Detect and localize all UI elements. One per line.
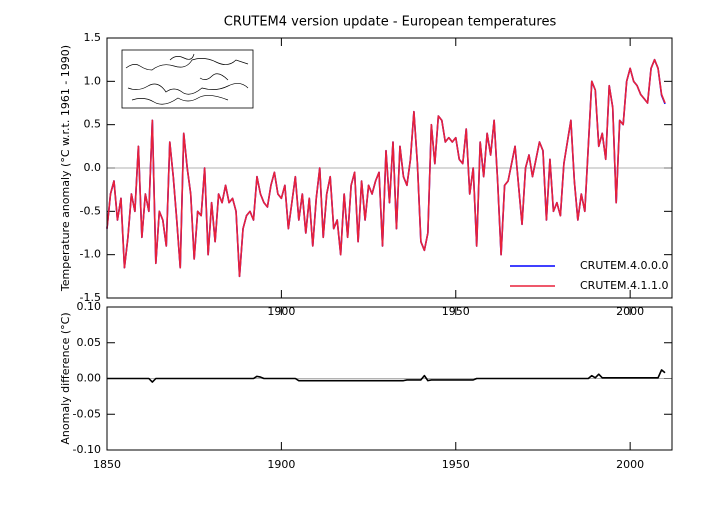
y-tick-label: -0.05 <box>73 407 101 420</box>
chart-title: CRUTEM4 version update - European temper… <box>224 15 557 30</box>
plot-frame <box>106 306 673 451</box>
y-tick-label: 1.5 <box>84 31 102 44</box>
y-tick-label: 0.00 <box>77 372 102 385</box>
inset-map <box>121 49 254 109</box>
y-tick-label: 0.0 <box>84 161 102 174</box>
x-tick-label: 1850 <box>93 458 121 471</box>
y-tick-label: -1.5 <box>80 291 101 304</box>
legend-label: CRUTEM.4.0.0.0 <box>580 259 669 272</box>
plot-frame <box>106 37 673 299</box>
y-tick-label: 0.5 <box>84 118 102 131</box>
x-tick-label: 2000 <box>616 458 644 471</box>
x-tick-label: 1900 <box>267 458 295 471</box>
y-axis-label: Anomaly difference (°C) <box>59 312 72 444</box>
y-tick-label: -1.0 <box>80 248 101 261</box>
y-tick-label: -0.5 <box>80 204 101 217</box>
y-tick-label: -0.10 <box>73 443 101 456</box>
y-tick-label: 1.0 <box>84 74 102 87</box>
x-tick-label: 1950 <box>442 458 470 471</box>
y-axis-label: Temperature anomaly (°C w.r.t. 1961 - 19… <box>59 45 72 292</box>
data-line <box>106 58 666 278</box>
data-line <box>107 369 666 383</box>
legend-label: CRUTEM.4.1.1.0 <box>580 279 669 292</box>
y-tick-label: 0.10 <box>77 300 102 313</box>
y-tick-label: 0.05 <box>77 336 102 349</box>
